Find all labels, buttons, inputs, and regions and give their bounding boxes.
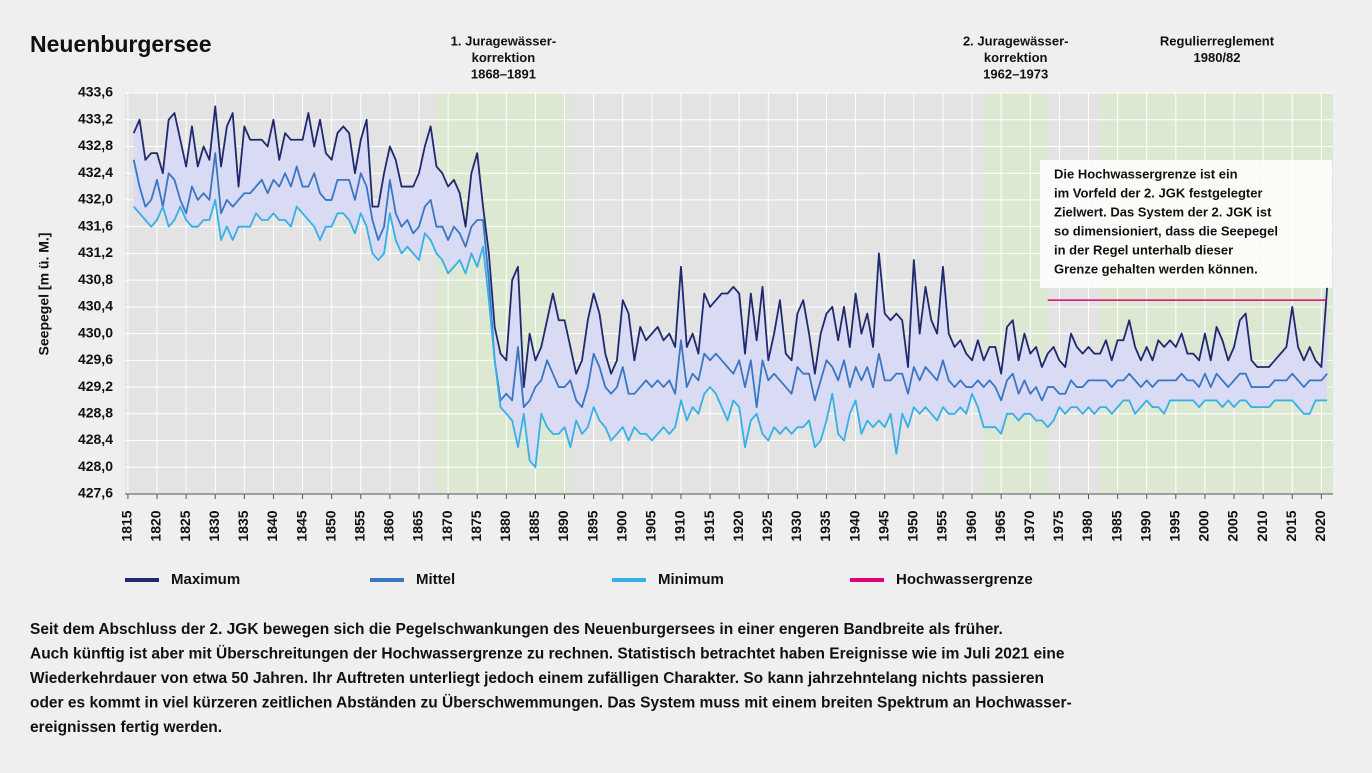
period-label: 1980/82 [1194,50,1241,65]
x-tick-label: 2020 [1312,510,1328,541]
x-tick-label: 1820 [148,510,164,541]
x-tick-label: 1885 [526,510,542,541]
y-tick-label: 432,4 [78,164,113,180]
y-tick-label: 432,8 [78,137,113,153]
x-tick-label: 1825 [177,510,193,541]
x-tick-label: 1965 [992,510,1008,541]
x-tick-label: 1845 [293,510,309,541]
y-tick-label: 430,4 [78,298,113,314]
note-box [1040,160,1332,288]
x-tick-label: 1840 [264,510,280,541]
caption-line: oder es kommt in viel kürzeren zeitliche… [30,695,1072,712]
period-shade [983,93,1048,494]
x-tick-label: 1875 [468,510,484,541]
period-shade [1100,93,1333,494]
x-tick-label: 1960 [963,510,979,541]
x-tick-label: 1895 [584,510,600,541]
legend-label: Minimum [658,571,724,588]
x-tick-label: 2015 [1283,510,1299,541]
y-tick-label: 429,2 [78,378,113,394]
x-tick-label: 1835 [235,510,251,541]
period-label: 1962–1973 [983,66,1048,81]
x-tick-label: 1870 [439,510,455,541]
x-tick-label: 1940 [846,510,862,541]
y-axis-label: Seepegel [m ü. M.] [36,233,52,356]
period-label: korrektion [984,50,1048,65]
x-tick-label: 1980 [1079,510,1095,541]
series-line [132,105,1329,388]
series-line [132,152,1328,409]
x-tick-label: 1935 [817,510,833,541]
x-tick-label: 1930 [788,510,804,541]
x-tick-label: 1855 [351,510,367,541]
x-tick-label: 1920 [730,510,746,541]
x-tick-label: 2010 [1254,510,1270,541]
note-text: Die Hochwassergrenze ist ein [1054,166,1238,181]
period-label: 1. Juragewässer- [451,33,557,48]
y-tick-label: 430,8 [78,271,113,287]
caption-line: ereignissen fertig werden. [30,719,222,736]
note-text: Grenze gehalten werden können. [1054,261,1258,276]
x-tick-label: 1905 [643,510,659,541]
y-tick-label: 431,6 [78,217,113,233]
x-tick-label: 2000 [1196,510,1212,541]
y-tick-label: 433,2 [78,110,113,126]
legend-label: Mittel [416,571,455,588]
chart-title: Neuenburgersee [30,31,212,57]
period-label: Regulierreglement [1160,33,1275,48]
y-tick-label: 428,0 [78,458,113,474]
x-tick-label: 1890 [555,510,571,541]
x-tick-label: 1900 [613,510,629,541]
x-tick-label: 1925 [759,510,775,541]
y-tick-label: 431,2 [78,244,113,260]
x-tick-label: 1975 [1050,510,1066,541]
period-label: 1868–1891 [471,66,536,81]
note-text: im Vorfeld der 2. JGK festgelegter [1054,185,1263,200]
x-tick-label: 1910 [672,510,688,541]
series-line [133,199,1328,469]
x-tick-label: 1945 [875,510,891,541]
x-tick-label: 1880 [497,510,513,541]
x-tick-label: 1830 [206,510,222,541]
y-tick-label: 433,6 [78,84,113,100]
y-tick-label: 428,4 [78,431,113,447]
period-label: 2. Juragewässer- [963,33,1069,48]
note-text: in der Regel unterhalb dieser [1054,242,1233,257]
x-tick-label: 1985 [1108,510,1124,541]
legend-label: Hochwassergrenze [896,571,1033,588]
caption-line: Seit dem Abschluss der 2. JGK bewegen si… [30,621,1003,638]
x-tick-label: 1990 [1137,510,1153,541]
x-tick-label: 1995 [1167,510,1183,541]
x-tick-label: 1865 [410,510,426,541]
caption-line: Auch künftig ist aber mit Überschreitung… [30,646,1065,663]
legend-label: Maximum [171,571,240,588]
x-tick-label: 1850 [322,510,338,541]
x-tick-label: 1860 [381,510,397,541]
x-tick-label: 2005 [1225,510,1241,541]
range-band [133,106,1328,468]
y-tick-label: 427,6 [78,485,113,501]
x-tick-label: 1955 [934,510,950,541]
period-shade [436,93,571,494]
caption-line: Wiederkehrdauer von etwa 50 Jahren. Ihr … [30,670,1044,687]
y-tick-label: 430,0 [78,324,113,340]
y-tick-label: 429,6 [78,351,113,367]
x-tick-label: 1970 [1021,510,1037,541]
x-tick-label: 1915 [701,510,717,541]
note-text: so dimensioniert, dass die Seepegel [1054,223,1278,238]
period-label: korrektion [472,50,536,65]
x-tick-label: 1950 [905,510,921,541]
y-tick-label: 428,8 [78,405,113,421]
note-text: Zielwert. Das System der 2. JGK ist [1054,204,1272,219]
x-tick-label: 1815 [119,510,135,541]
y-tick-label: 432,0 [78,191,113,207]
